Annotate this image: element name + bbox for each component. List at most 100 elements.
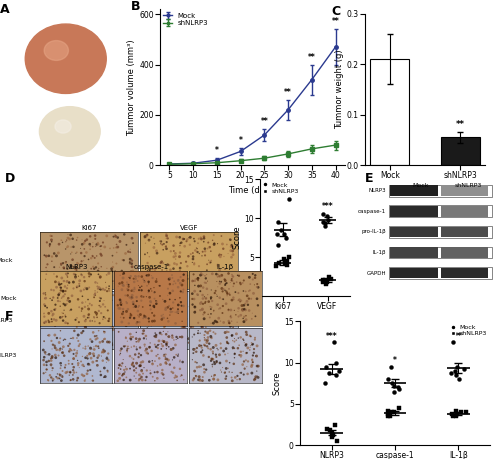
Point [192, 305, 200, 312]
Point [100, 342, 108, 349]
Point [176, 249, 184, 256]
Point [198, 305, 206, 313]
Point [132, 320, 140, 327]
Text: D: D [5, 172, 15, 185]
Point [116, 362, 124, 369]
Point [144, 322, 152, 329]
Point [108, 339, 116, 347]
Point [198, 323, 205, 330]
Point [200, 313, 207, 320]
Point [172, 351, 180, 358]
Point [158, 337, 166, 345]
Point [201, 247, 209, 255]
Point [162, 274, 170, 281]
Point [72, 300, 80, 308]
Point [145, 318, 153, 325]
Point [242, 306, 250, 313]
Point [190, 271, 198, 278]
Point [60, 264, 68, 271]
Text: *: * [393, 357, 397, 365]
Point [188, 290, 196, 297]
Point [176, 294, 184, 302]
Text: E: E [365, 172, 374, 185]
Point [226, 291, 234, 299]
Point [150, 289, 158, 297]
Point [162, 341, 170, 349]
Point [189, 376, 197, 384]
Point [236, 279, 244, 286]
Point [120, 342, 128, 350]
Point [60, 336, 68, 343]
Point [136, 344, 144, 351]
Point [129, 333, 137, 341]
Point [125, 281, 133, 289]
Point [222, 336, 230, 343]
Point [151, 358, 159, 365]
Point [150, 369, 158, 376]
Point [182, 258, 190, 265]
Point [192, 281, 200, 288]
Point [116, 302, 124, 310]
Point [228, 318, 235, 325]
Point [194, 282, 202, 290]
Point [62, 287, 70, 295]
Point [230, 360, 238, 368]
Point [78, 299, 86, 306]
Point [64, 265, 72, 273]
Point [328, 433, 336, 441]
Point [162, 345, 170, 353]
Point [221, 329, 229, 336]
Point [104, 269, 112, 276]
Point [94, 265, 102, 272]
Point [56, 292, 64, 300]
Point [138, 293, 146, 301]
Point [56, 281, 64, 288]
Point [162, 272, 170, 280]
Point [145, 287, 153, 295]
Point [114, 243, 122, 251]
Point [154, 279, 162, 286]
Point [126, 330, 134, 338]
Point [48, 377, 56, 385]
Point [57, 236, 65, 244]
Point [135, 286, 143, 294]
Point [162, 359, 170, 367]
Point [203, 261, 211, 268]
Point [222, 375, 230, 382]
Point [123, 279, 131, 286]
Point [128, 315, 136, 322]
Point [214, 346, 222, 353]
Point [61, 283, 69, 290]
Point [85, 350, 93, 358]
Point [162, 304, 170, 311]
Point [103, 355, 111, 362]
Point [58, 295, 66, 302]
Point [199, 300, 207, 308]
Point [142, 373, 150, 381]
Point [202, 295, 210, 302]
Point [253, 283, 261, 291]
Point [152, 297, 160, 304]
Point [136, 284, 144, 291]
Point [126, 256, 134, 263]
Point [173, 377, 181, 384]
Point [160, 351, 168, 358]
Point [239, 347, 247, 355]
Point [158, 302, 166, 310]
Text: *: * [238, 135, 242, 145]
Point [71, 318, 79, 325]
Point [208, 373, 216, 380]
Point [210, 319, 218, 327]
Point [200, 341, 208, 348]
Point [450, 367, 458, 375]
Point [95, 302, 103, 309]
Point [236, 369, 244, 376]
Point [178, 333, 186, 341]
FancyBboxPatch shape [440, 247, 488, 258]
Point [216, 359, 224, 367]
Point [195, 373, 203, 381]
Point [52, 351, 60, 358]
Point [80, 323, 88, 330]
Point [116, 305, 124, 312]
Point [240, 336, 248, 344]
